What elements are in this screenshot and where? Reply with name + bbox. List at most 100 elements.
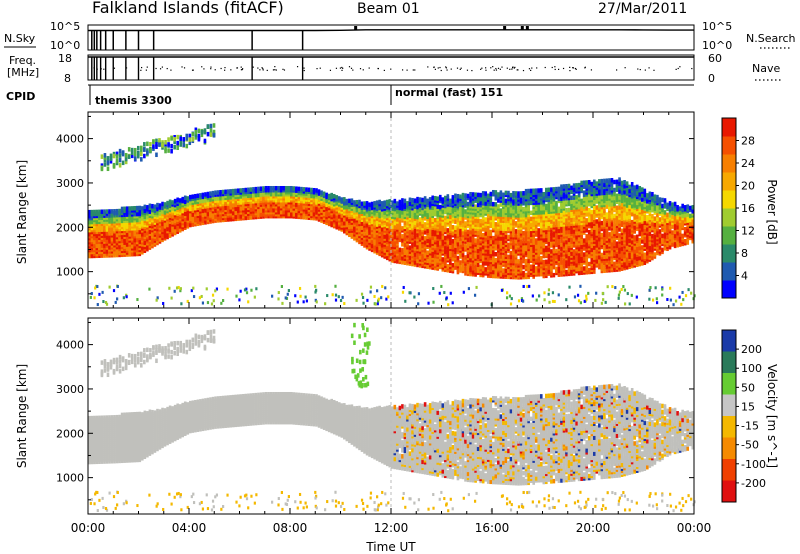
power-cell — [582, 180, 586, 185]
noise-left-tick-low: 10^0 — [50, 39, 80, 52]
power-cell — [550, 243, 553, 248]
power-cell — [103, 209, 106, 214]
power-cell — [345, 198, 349, 204]
power-cell — [118, 208, 121, 214]
power-cell — [509, 218, 513, 224]
power-cell — [517, 191, 520, 196]
power-cell — [484, 191, 488, 196]
nave-point — [499, 68, 501, 70]
power-cell — [408, 237, 412, 242]
power-cell — [575, 183, 578, 188]
power-cell — [418, 217, 422, 222]
power-cell — [527, 240, 530, 246]
power-cell — [438, 240, 442, 246]
power-cell — [489, 229, 493, 235]
power-cell — [542, 241, 546, 247]
power-cell — [254, 186, 258, 192]
power-cell — [575, 254, 578, 260]
power-cell — [572, 255, 576, 260]
power-cell — [497, 204, 500, 209]
power-cell — [469, 265, 472, 271]
power-cell — [486, 235, 490, 240]
power-cell — [433, 195, 437, 201]
power-cell — [451, 238, 455, 244]
power-cell — [585, 184, 589, 189]
nave-point — [362, 69, 364, 71]
nave-point — [113, 67, 116, 69]
power-cell — [451, 207, 455, 212]
power-cell — [565, 261, 568, 267]
power-cell — [502, 196, 505, 201]
nave-point — [274, 69, 276, 71]
nave-point — [201, 66, 203, 68]
nave-point — [96, 68, 98, 70]
power-cell — [459, 228, 462, 233]
power-cell — [426, 206, 429, 212]
power-cell — [514, 249, 518, 254]
power-cell — [529, 252, 533, 258]
power-cell — [486, 265, 490, 270]
power-cell — [509, 250, 513, 256]
nave-point — [616, 69, 618, 71]
power-cell — [416, 196, 419, 202]
cpid-segment-2-label: normal (fast) 151 — [395, 86, 503, 99]
power-cell — [310, 187, 313, 193]
nave-point — [675, 68, 677, 71]
power-cell — [522, 191, 525, 196]
power-cell — [565, 207, 568, 213]
power-cell — [355, 199, 359, 205]
nave-point — [303, 67, 305, 69]
power-cell — [436, 196, 440, 201]
power-cell — [522, 244, 525, 250]
power-cell — [459, 268, 462, 273]
power-cell — [507, 190, 510, 196]
power-cell — [587, 215, 591, 221]
power-cell — [459, 240, 462, 245]
power-cell — [267, 185, 270, 191]
power-cell — [555, 248, 558, 254]
power-cell — [545, 211, 548, 217]
power-cell — [431, 205, 434, 210]
nave-point — [644, 69, 646, 71]
power-cell — [423, 216, 427, 221]
power-cell — [471, 228, 475, 233]
power-cell — [587, 185, 591, 191]
power-cell — [428, 242, 432, 248]
noise-left-tick-high: 10^5 — [50, 20, 80, 33]
power-cell — [557, 240, 561, 246]
power-cell — [582, 238, 586, 243]
power-cell — [444, 249, 447, 255]
power-cell — [580, 266, 583, 271]
power-cell — [138, 205, 142, 211]
power-cell — [527, 188, 530, 194]
nave-point — [242, 68, 244, 70]
power-cell — [403, 220, 407, 226]
power-cell — [575, 203, 578, 208]
power-cell — [156, 202, 159, 208]
power-cell — [545, 233, 548, 239]
power-cell — [428, 229, 432, 234]
power-cell — [580, 180, 583, 186]
power-cell — [393, 198, 397, 204]
power-cell — [120, 206, 124, 212]
power-cell — [537, 188, 541, 193]
power-cell — [444, 203, 447, 209]
power-cell — [471, 192, 475, 197]
nave-point — [224, 69, 226, 71]
power-cell — [575, 215, 578, 220]
power-cell — [290, 185, 293, 191]
nave-point — [497, 67, 500, 69]
power-cell — [507, 242, 510, 248]
nave-point — [511, 68, 513, 70]
power-cell — [262, 186, 265, 191]
power-cell — [454, 247, 457, 252]
power-cell — [552, 272, 556, 278]
power-cell — [158, 203, 162, 208]
power-cell — [560, 272, 563, 277]
nave-point — [259, 69, 261, 71]
power-cell — [519, 199, 523, 204]
power-cell — [469, 253, 472, 259]
power-cell — [514, 205, 518, 210]
power-cell — [438, 194, 442, 200]
power-cell — [547, 255, 551, 260]
